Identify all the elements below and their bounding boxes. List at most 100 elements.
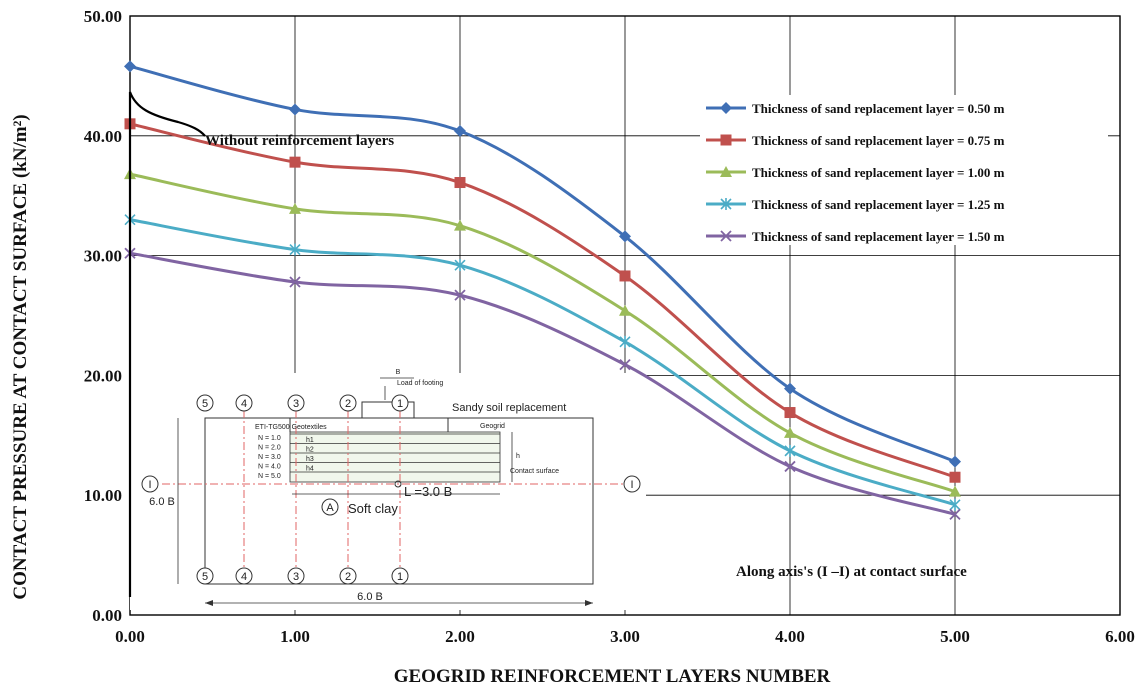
footing-outline bbox=[289, 401, 449, 432]
l-label: L =3.0 B bbox=[404, 484, 452, 499]
data-point bbox=[949, 508, 961, 521]
axis-number-bubble bbox=[196, 394, 214, 412]
layer-n-label: N = 5.0 bbox=[258, 473, 281, 480]
layer-n-label: N = 2.0 bbox=[258, 445, 281, 452]
layer-h-label: h4 bbox=[306, 466, 314, 473]
axis-number-bubble bbox=[196, 567, 214, 585]
data-point bbox=[454, 259, 466, 272]
without-reinforcement-curve bbox=[128, 91, 206, 597]
h-label: h bbox=[516, 453, 520, 460]
data-point bbox=[720, 134, 732, 146]
axis-number-label: 2 bbox=[345, 571, 351, 583]
b-label: B bbox=[396, 369, 401, 376]
sandy-label: Sandy soil replacement bbox=[452, 402, 566, 414]
y-tick-label: 30.00 bbox=[84, 247, 122, 266]
axis-I-left-bubble bbox=[141, 475, 159, 493]
layer-h-label: h2 bbox=[306, 447, 314, 454]
load-label: Load of footing bbox=[397, 380, 443, 387]
data-point bbox=[289, 156, 301, 168]
x-tick-label: 3.00 bbox=[610, 627, 640, 646]
data-series bbox=[129, 64, 956, 516]
geogrid-label: Geogrid bbox=[480, 423, 505, 430]
point-a-label: A bbox=[326, 502, 334, 514]
data-point bbox=[784, 407, 796, 419]
series-line bbox=[129, 218, 956, 507]
data-point bbox=[784, 426, 796, 438]
data-point bbox=[289, 103, 301, 116]
axis-number-label: 3 bbox=[293, 571, 299, 583]
y-tick-label: 50.00 bbox=[84, 7, 122, 26]
data-point bbox=[949, 471, 961, 483]
data-point bbox=[454, 177, 466, 189]
axis-number-bubble bbox=[287, 394, 305, 412]
data-point bbox=[720, 102, 732, 114]
legend-label: Thickness of sand replacement layer = 0.… bbox=[752, 101, 1005, 116]
geotextile-label: ETI-TG500 Geotextiles bbox=[255, 424, 327, 431]
x-tick-label: 4.00 bbox=[775, 627, 805, 646]
axis-note: Along axis's (I –I) at contact surface bbox=[736, 564, 967, 580]
axis-number-bubble bbox=[391, 394, 409, 412]
sand-replacement-zone bbox=[289, 431, 501, 483]
legend-label: Thickness of sand replacement layer = 1.… bbox=[752, 197, 1005, 212]
legend-background bbox=[700, 95, 1108, 245]
y-axis-title: CONTACT PRESSURE AT CONTACT SURFACE (kN/… bbox=[10, 114, 31, 599]
axis-number-bubble bbox=[339, 394, 357, 412]
data-point bbox=[784, 382, 796, 395]
geogrid-layers: N = 1.0 N = 2.0 N = 3.0 N = 4.0 N = 5.0 h1 h2 h… bbox=[258, 433, 500, 480]
data-point bbox=[949, 498, 961, 511]
layer-h-label: h3 bbox=[306, 456, 314, 463]
axis-I-right-bubble bbox=[623, 475, 641, 493]
data-point bbox=[619, 335, 631, 348]
axis-ticks: 0.00 1.00 2.00 3.00 4.00 5.00 6.00 0.00 10.00 20.… bbox=[84, 7, 1135, 646]
data-point bbox=[949, 485, 961, 497]
data-point bbox=[949, 455, 961, 468]
y-tick-label: 40.00 bbox=[84, 127, 122, 146]
axis-number-label: 1 bbox=[397, 398, 403, 410]
series-line bbox=[129, 251, 956, 516]
axis-number-label: 4 bbox=[241, 571, 247, 583]
legend-label: Thickness of sand replacement layer = 1.… bbox=[752, 165, 1005, 180]
layer-n-label: N = 3.0 bbox=[258, 454, 281, 461]
height-dimension-label: 6.0 B bbox=[149, 496, 175, 508]
axis-number-bubble bbox=[391, 567, 409, 585]
without-reinforcement-label: Without reinforcement layers bbox=[205, 133, 394, 149]
layer-n-label: N = 1.0 bbox=[258, 435, 281, 442]
y-tick-label: 10.00 bbox=[84, 486, 122, 505]
axis-number-label: 2 bbox=[345, 398, 351, 410]
x-tick-label: 5.00 bbox=[940, 627, 970, 646]
width-dimension-label: 6.0 B bbox=[357, 591, 383, 603]
data-point bbox=[289, 276, 301, 288]
series-line bbox=[129, 64, 956, 464]
y-tick-label: 0.00 bbox=[92, 606, 122, 625]
data-point bbox=[784, 444, 796, 457]
data-point bbox=[619, 230, 631, 243]
series-line bbox=[129, 172, 956, 494]
data-point bbox=[784, 460, 796, 473]
data-point bbox=[619, 270, 631, 282]
data-point bbox=[454, 219, 466, 231]
section-diagram: N = 1.0N = 2.0N = 3.0N = 4.0N = 5.0h1h2h… bbox=[130, 369, 646, 610]
data-point bbox=[720, 198, 732, 210]
axis-number-label: 5 bbox=[202, 571, 208, 583]
data-point bbox=[720, 166, 732, 177]
point-a-bubble bbox=[321, 498, 339, 516]
legend-label: Thickness of sand replacement layer = 1.… bbox=[752, 229, 1005, 244]
axis-I-right-label: I bbox=[630, 479, 633, 491]
center-point bbox=[394, 480, 402, 488]
data-point bbox=[619, 358, 631, 371]
layer-h-label: h1 bbox=[306, 437, 314, 444]
axis-number-label: 4 bbox=[241, 398, 247, 410]
data-point bbox=[720, 230, 732, 242]
axis-number-label: 3 bbox=[293, 398, 299, 410]
axis-number-bubble bbox=[235, 567, 253, 585]
axis-number-bubble bbox=[287, 567, 305, 585]
section-axes: 5 5 4 4 3 3 2 2 1 1 bbox=[196, 394, 409, 585]
x-tick-label: 0.00 bbox=[115, 627, 145, 646]
inset-background bbox=[130, 373, 646, 610]
data-point bbox=[454, 289, 466, 301]
axis-number-bubble bbox=[339, 567, 357, 585]
x-axis-title: GEOGRID REINFORCEMENT LAYERS NUMBER bbox=[394, 666, 831, 687]
soft-clay-label: Soft clay bbox=[348, 501, 398, 516]
layer-n-label: N = 4.0 bbox=[258, 464, 281, 471]
